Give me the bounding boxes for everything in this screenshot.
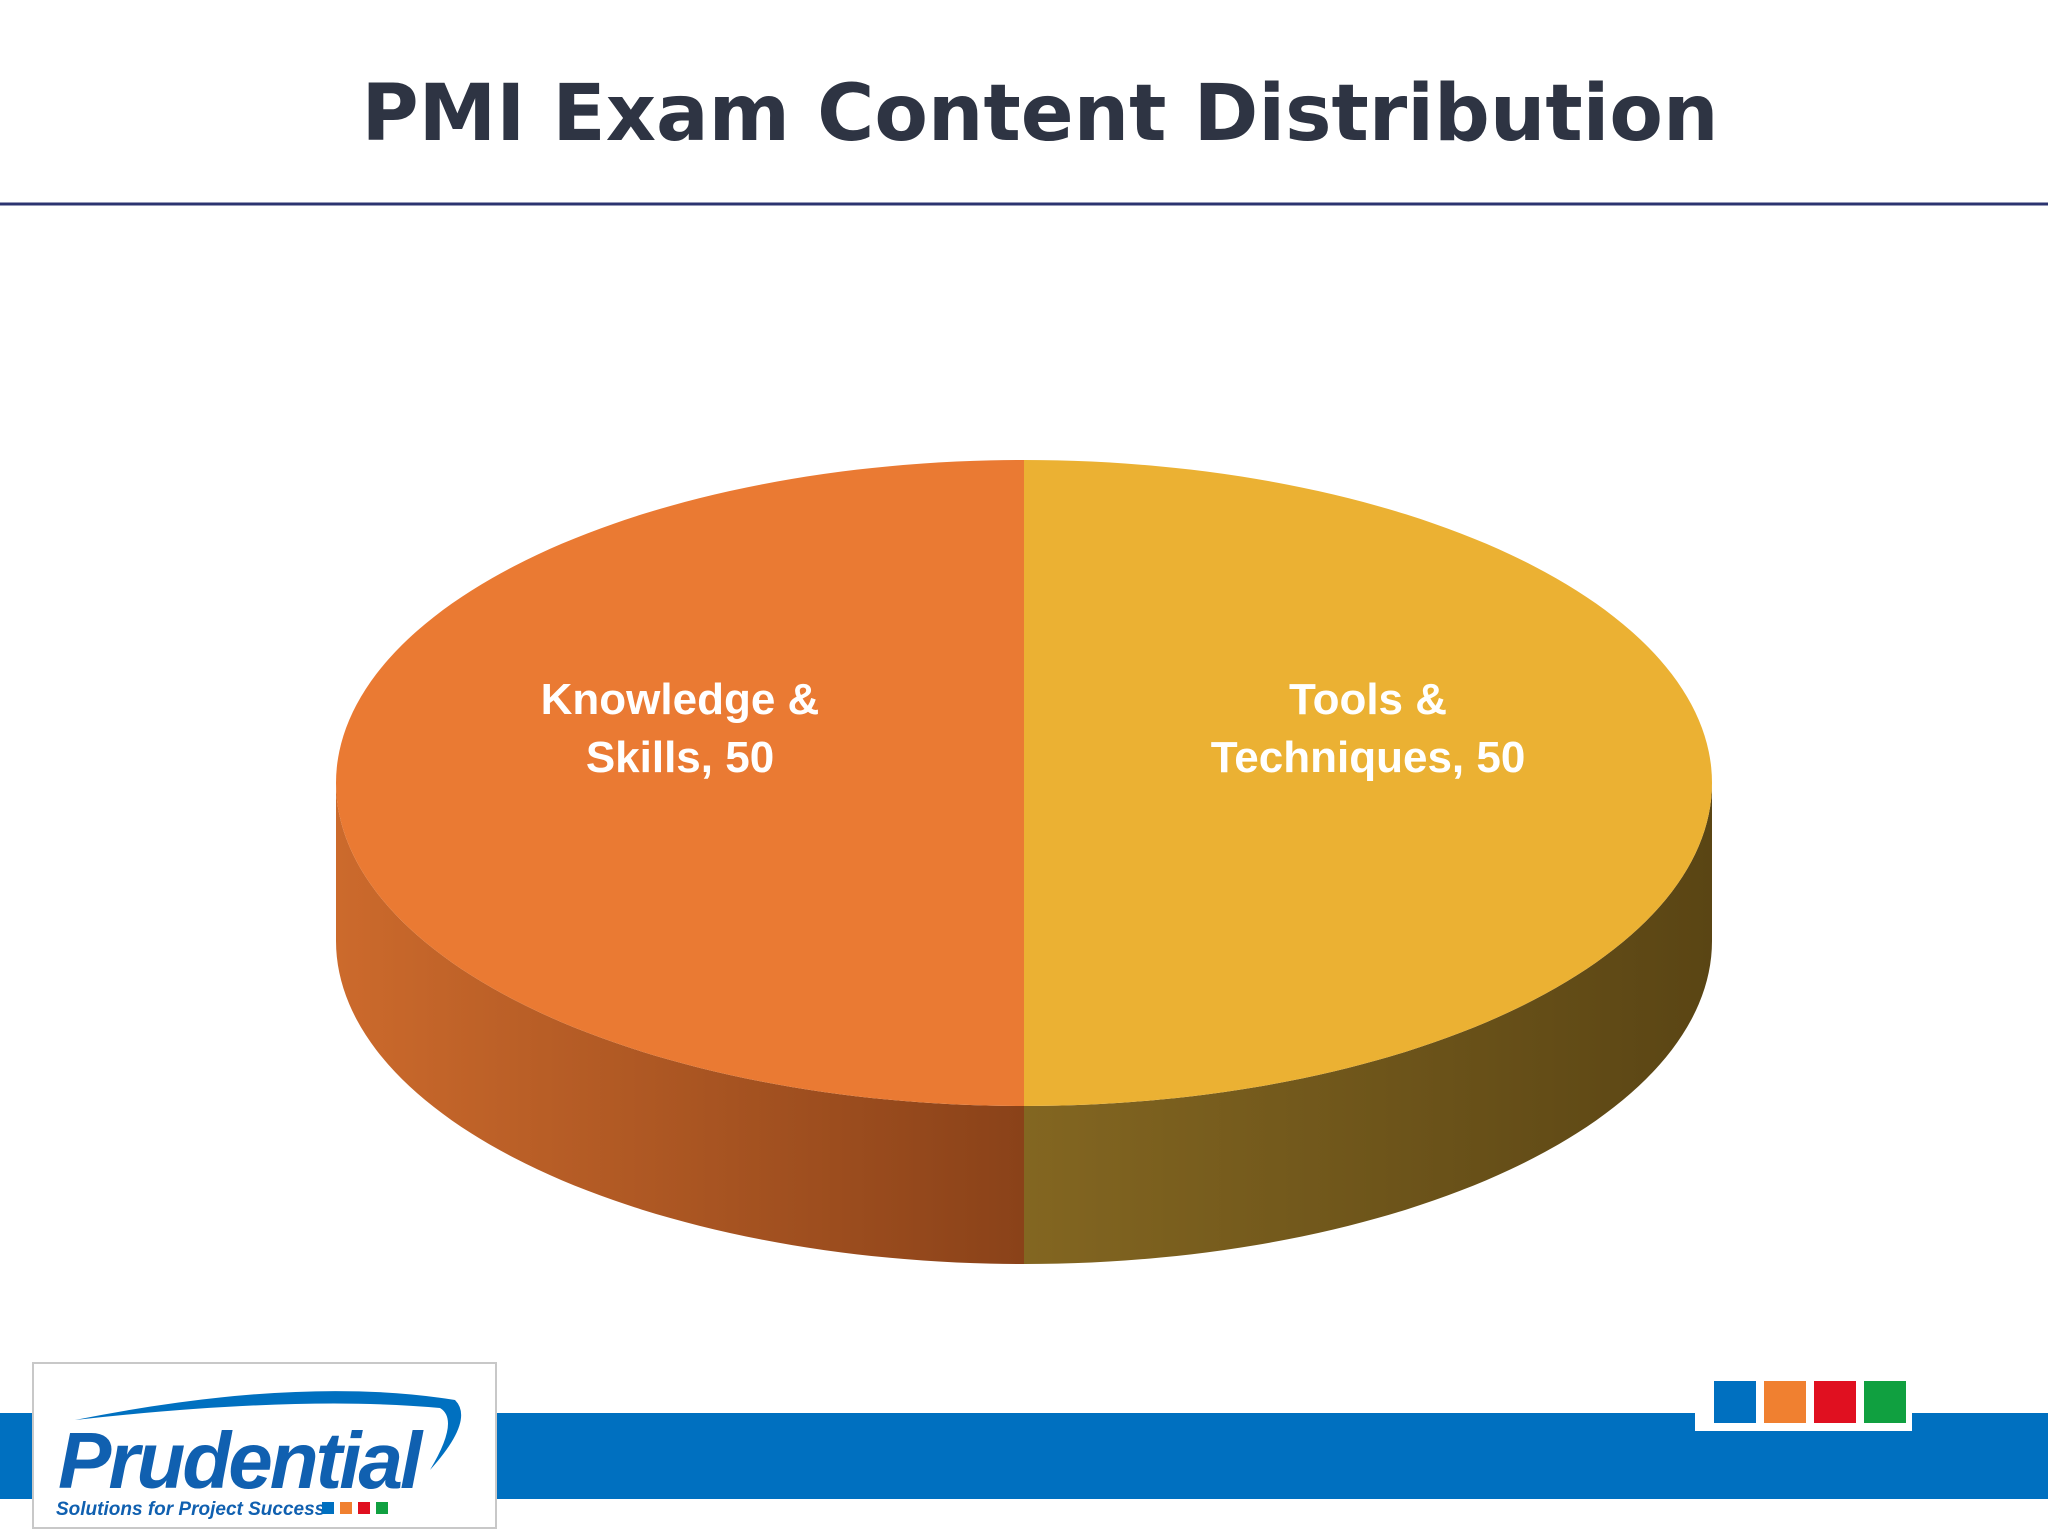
slice-side [1024, 783, 1712, 1264]
square-green [1864, 1381, 1906, 1423]
logo-box [32, 1362, 497, 1529]
square-red [1814, 1381, 1856, 1423]
logo-swoosh [75, 1391, 462, 1470]
square-blue [1714, 1381, 1756, 1423]
logo-square [340, 1502, 352, 1514]
logo-square [322, 1502, 334, 1514]
logo-square [358, 1502, 370, 1514]
data-label: Knowledge & Skills, 50 [541, 675, 820, 782]
square-orange [1764, 1381, 1806, 1423]
pie: Knowledge & Skills, 50 Tools & Techniques, … [336, 460, 1712, 1264]
logo-name: Prudential [58, 1416, 424, 1505]
slice [1024, 460, 1712, 1106]
logo-square [376, 1502, 388, 1514]
data-label: Tools & Techniques, 50 [1211, 675, 1526, 782]
logo-tagline: Solutions for Project Success [56, 1499, 325, 1520]
slice [336, 460, 1024, 1106]
slice-side [336, 783, 1024, 1264]
chart-title: PMI Exam Content Distribution [361, 69, 1718, 159]
